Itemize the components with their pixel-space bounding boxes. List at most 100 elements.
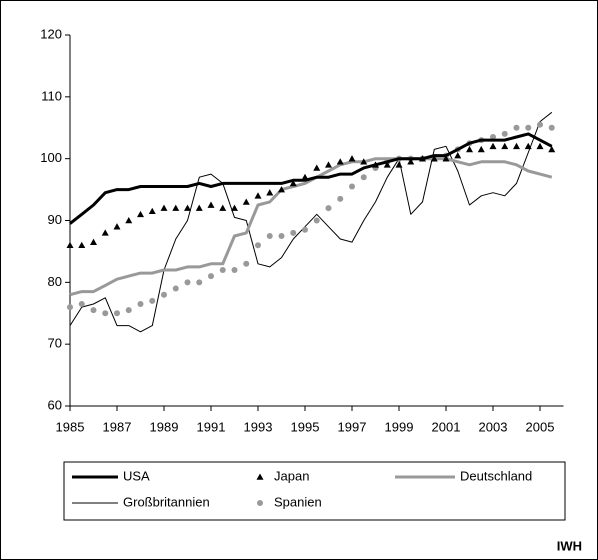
dot-marker [278,232,285,239]
x-tick-label: 1997 [338,419,367,434]
triangle-marker [266,189,274,196]
dot-marker [67,304,73,311]
triangle-marker [325,161,332,168]
legend-label: Deutschland [460,468,532,483]
dot-marker [114,310,120,317]
triangle-marker [407,158,415,165]
triangle-marker [501,142,509,150]
triangle-marker [148,207,156,215]
dot-marker [537,121,543,128]
x-tick-label: 1993 [244,419,273,434]
legend-label: USA [123,468,150,483]
x-tick-label: 2005 [526,419,555,434]
dot-marker [325,205,332,212]
dot-marker [196,279,203,286]
legend-label: Japan [274,468,309,483]
dot-marker [513,124,520,131]
legend-box [63,461,566,521]
triangle-marker [289,179,297,187]
triangle-marker [219,204,227,211]
dot-marker [125,307,132,314]
series-line [69,111,553,333]
dot-marker [137,300,144,307]
x-tick-label: 1987 [103,419,132,434]
x-tick-label: 1985 [56,419,85,434]
triangle-marker [242,198,250,205]
dot-marker [219,266,226,273]
triangle-marker [195,204,203,211]
dot-marker [78,300,85,307]
y-tick-label: 80 [48,274,62,289]
y-tick-label: 70 [48,336,62,351]
dot-marker [161,291,167,298]
legend-swatch [257,500,263,506]
y-tick-label: 120 [40,26,62,41]
dot-marker [255,242,261,249]
triangle-marker [477,145,485,153]
triangle-marker [348,155,356,162]
y-tick-label: 60 [48,397,62,412]
legend-label: Spanien [274,494,322,509]
triangle-marker [430,155,438,162]
dot-marker [548,124,555,131]
dot-marker [172,285,179,292]
dot-marker [360,174,367,181]
dot-marker [102,310,109,317]
triangle-marker [336,158,344,165]
triangle-marker [513,142,520,150]
x-tick-label: 1991 [197,419,226,434]
triangle-marker [454,152,462,159]
legend-swatch [256,473,264,480]
dot-marker [337,195,344,202]
dot-marker [290,229,297,236]
triangle-marker [278,186,285,193]
dot-marker [313,217,320,224]
triangle-marker [113,223,121,230]
x-tick-label: 1999 [385,419,414,434]
triangle-marker [101,229,109,236]
triangle-marker [313,164,321,171]
x-tick-label: 2003 [479,419,508,434]
triangle-marker [442,155,450,162]
triangle-marker [536,142,544,150]
dot-marker [525,124,532,131]
triangle-marker [524,142,532,150]
triangle-marker [231,204,238,211]
y-tick-label: 90 [48,212,62,227]
dot-marker [208,273,214,280]
dot-marker [266,232,273,239]
triangle-marker [254,192,262,199]
dot-marker [501,130,508,137]
x-tick-label: 1995 [291,419,320,434]
dot-marker [302,226,308,233]
dot-marker [243,260,250,267]
triangle-marker [66,241,74,249]
triangle-marker [360,158,368,165]
dot-marker [349,183,355,190]
dot-marker [90,307,97,314]
legend-label: Großbritannien [123,494,210,509]
y-tick-label: 110 [41,88,62,103]
triangle-marker [466,145,473,153]
triangle-marker [489,142,497,150]
triangle-marker [383,161,391,168]
y-tick-label: 100 [40,150,62,165]
triangle-marker [548,145,556,153]
dot-marker [490,134,496,141]
triangle-marker [184,204,191,211]
triangle-marker [395,161,403,168]
dot-marker [184,279,191,286]
dot-marker [149,297,156,304]
series-line [69,132,553,225]
triangle-marker [172,204,180,211]
triangle-marker [90,238,97,245]
triangle-marker [125,217,133,224]
triangle-marker [160,204,168,211]
triangle-marker [207,201,215,208]
x-tick-label: 2001 [432,419,461,434]
dot-marker [231,266,238,273]
source: IWH [557,538,582,553]
triangle-marker [78,241,86,249]
